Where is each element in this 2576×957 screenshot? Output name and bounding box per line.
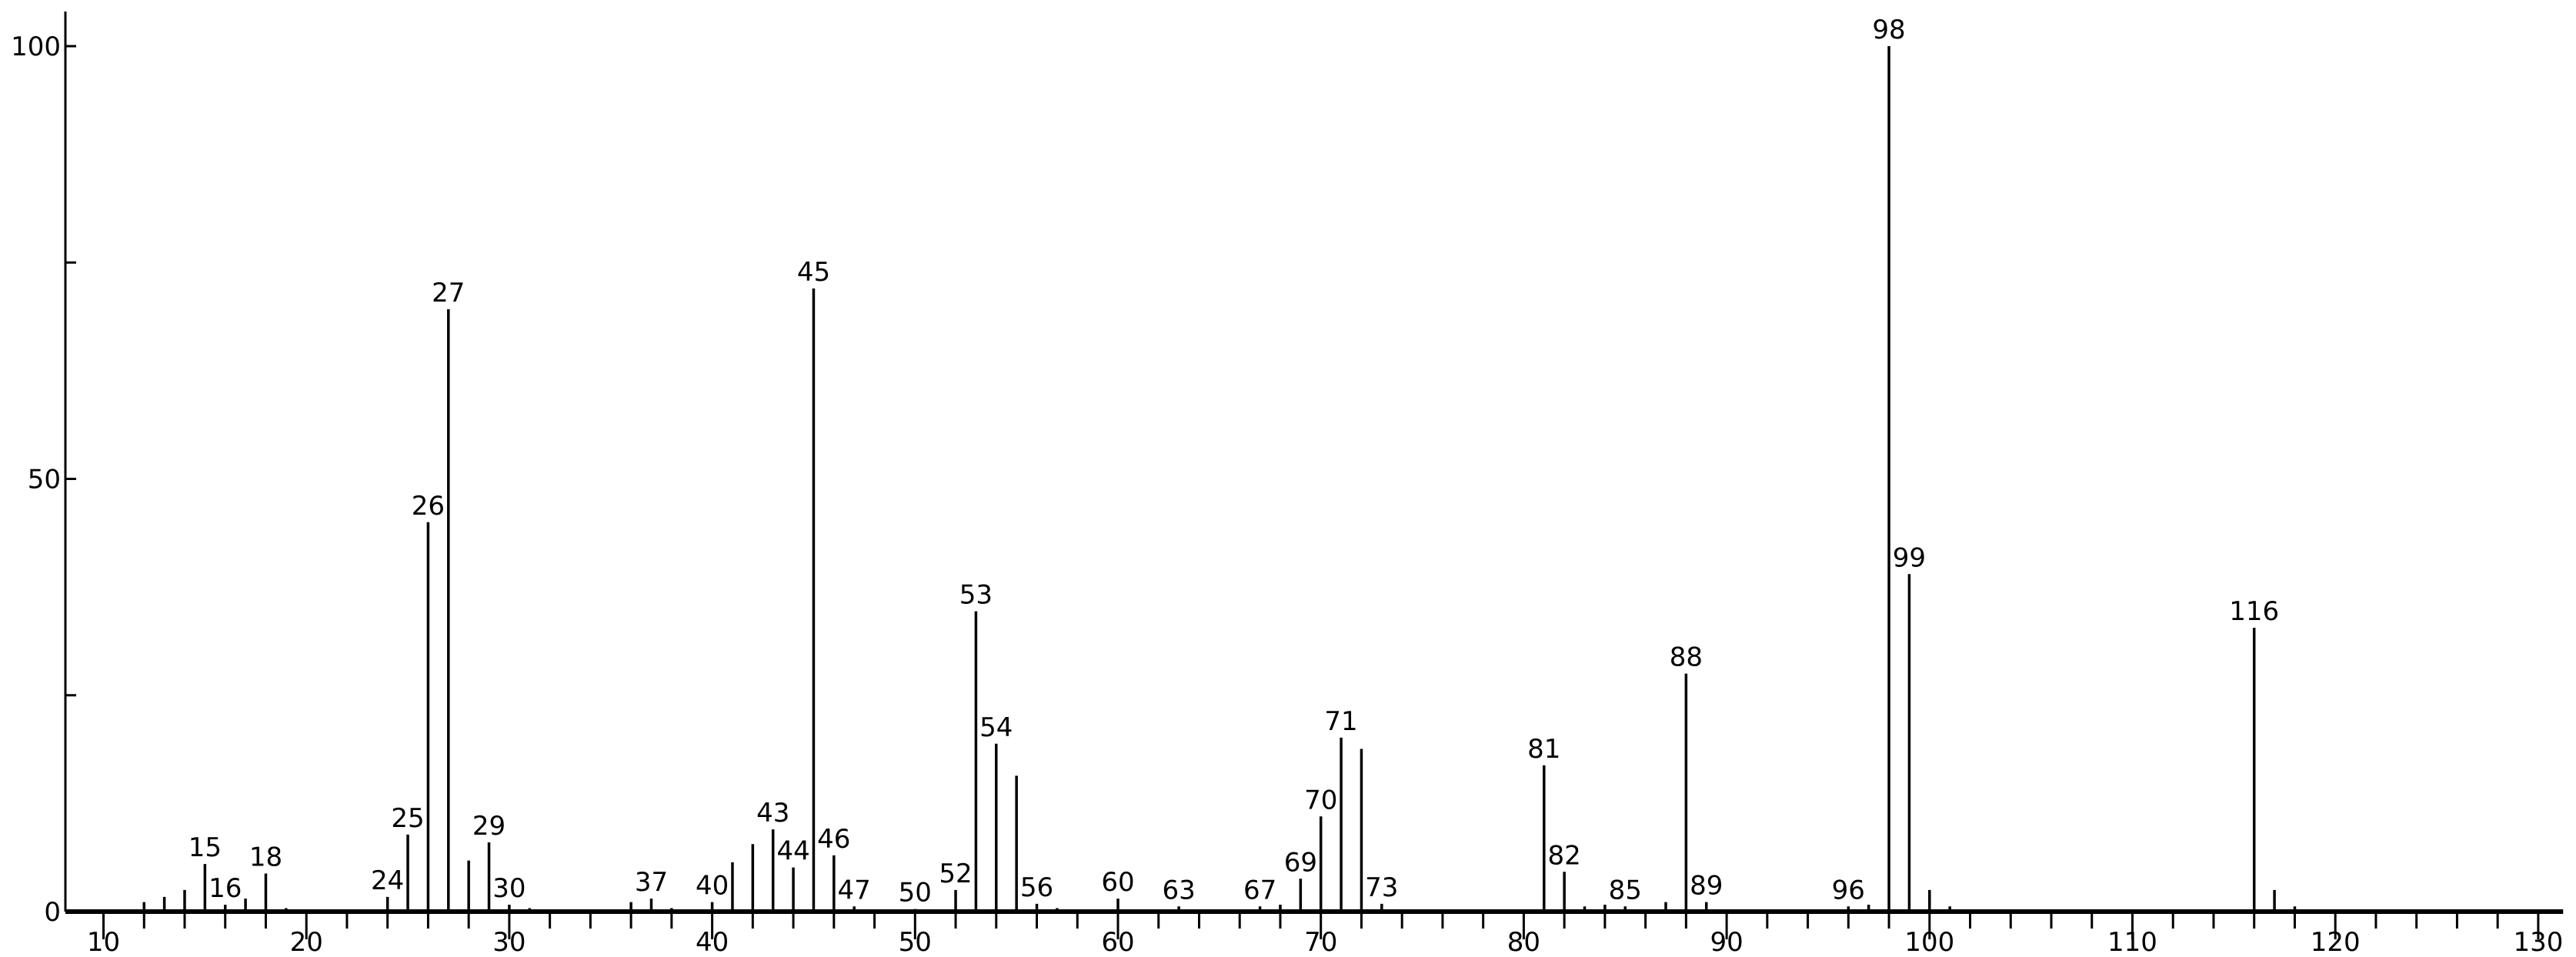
peak-label-89: 89 [1690,871,1723,902]
peak-label-63: 63 [1162,875,1195,905]
peak-label-16: 16 [209,873,242,904]
peak-label-82: 82 [1548,840,1581,871]
peak-label-43: 43 [756,798,789,829]
x-tick-label: 130 [2513,927,2563,957]
peaks [142,46,2297,912]
peak-label-50: 50 [899,878,932,909]
peak-label-30: 30 [492,873,526,904]
peak-label-88: 88 [1670,642,1703,673]
y-tick-label: 100 [11,32,61,62]
peak-label-81: 81 [1527,734,1560,765]
peak-label-45: 45 [797,257,830,288]
peak-label-70: 70 [1304,785,1337,815]
peak-label-85: 85 [1609,875,1642,905]
peak-label-60: 60 [1101,867,1134,898]
x-tick-label: 110 [2107,927,2157,957]
peak-label-44: 44 [776,836,809,867]
peak-label-37: 37 [635,867,668,898]
x-tick-label: 70 [1304,927,1337,957]
y-tick-label: 0 [44,897,61,928]
peak-label-47: 47 [838,875,871,905]
peak-label-40: 40 [696,871,729,902]
peak-label-26: 26 [412,491,445,522]
peak-label-71: 71 [1324,706,1357,737]
peak-label-24: 24 [371,865,404,896]
peak-label-46: 46 [817,824,850,855]
peak-label-96: 96 [1832,875,1865,905]
peak-label-18: 18 [249,842,282,873]
x-tick-label: 30 [492,927,526,957]
x-tick-label: 80 [1507,927,1540,957]
axes: 0 50 100 10 20 30 40 50 60 70 80 90 100 110 120 130 [11,12,2563,957]
peak-label-56: 56 [1020,872,1053,903]
peak-label-29: 29 [472,811,506,842]
x-tick-label: 120 [2311,927,2361,957]
peak-label-116: 116 [2229,596,2279,627]
x-tick-label: 20 [290,927,323,957]
peak-label-99: 99 [1893,542,1926,573]
x-tick-label: 40 [696,927,729,957]
x-tick-label: 90 [1710,927,1743,957]
peak-label-98: 98 [1872,15,1905,45]
peak-label-69: 69 [1284,847,1317,878]
x-tick-label: 60 [1101,927,1134,957]
peak-label-53: 53 [959,580,993,611]
x-tick-label: 100 [1904,927,1954,957]
peak-label-15: 15 [189,832,222,863]
peak-label-25: 25 [391,803,424,834]
peak-label-54: 54 [979,712,1013,743]
x-tick-label: 50 [899,927,932,957]
x-tick-label: 10 [87,927,120,957]
peak-label-67: 67 [1243,875,1276,905]
peak-label-52: 52 [939,859,972,889]
peak-label-73: 73 [1365,872,1398,903]
y-tick-label: 50 [28,465,61,495]
peak-label-27: 27 [432,278,465,308]
